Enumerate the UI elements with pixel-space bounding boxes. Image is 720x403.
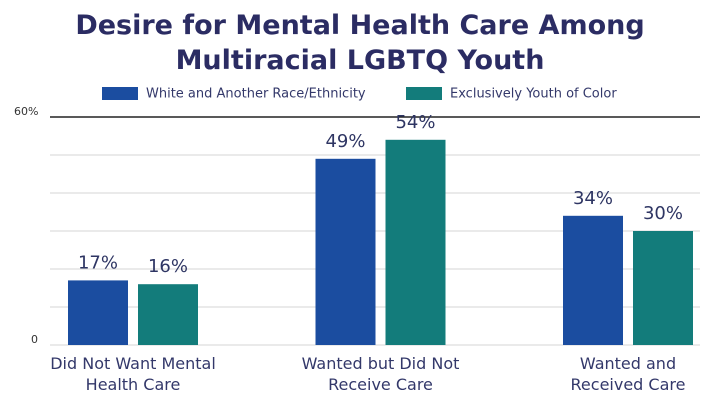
legend-swatch <box>102 87 138 100</box>
bar <box>633 231 693 345</box>
y-tick-label: 60% <box>14 105 38 118</box>
x-tick-label: Wanted and Received Care <box>570 354 686 394</box>
x-tick-label: Did Not Want Mental Health Care <box>50 354 216 394</box>
value-label: 34% <box>573 188 613 209</box>
legend-swatch <box>406 87 442 100</box>
value-label: 17% <box>78 252 118 273</box>
x-tick-label: Wanted but Did Not Receive Care <box>301 354 460 394</box>
bar <box>563 215 623 345</box>
chart-title: Desire for Mental Health Care Among Multi… <box>75 10 644 76</box>
bar <box>68 280 128 345</box>
legend-label: Exclusively Youth of Color <box>450 87 617 102</box>
value-label: 49% <box>325 131 365 152</box>
bar <box>385 139 446 345</box>
bar <box>315 158 376 345</box>
value-label: 30% <box>643 203 683 224</box>
bar <box>138 284 198 345</box>
value-label: 54% <box>395 112 435 133</box>
y-tick-label: 0 <box>31 333 38 346</box>
legend-label: White and Another Race/Ethnicity <box>146 87 366 102</box>
value-label: 16% <box>148 256 188 277</box>
